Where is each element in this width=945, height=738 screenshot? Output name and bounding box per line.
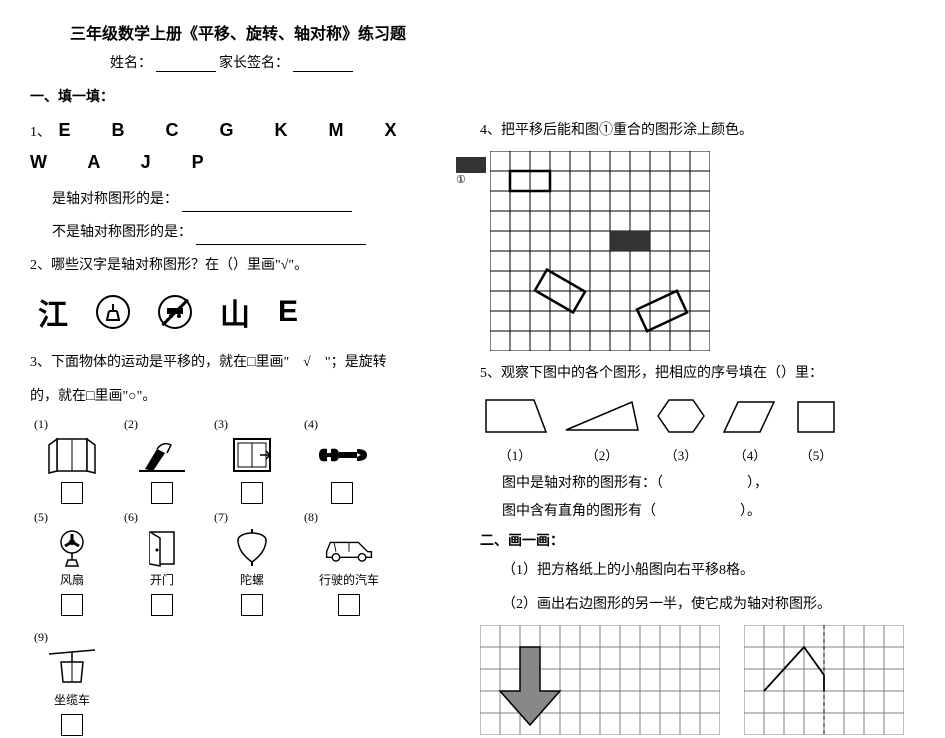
q3-box-7[interactable]	[241, 594, 263, 616]
section-1-heading: 一、填一填：	[30, 86, 460, 106]
q3-box-6[interactable]	[151, 594, 173, 616]
q3-item-6: (6) 开门	[124, 510, 200, 616]
q5-shape-2: （2）	[562, 394, 642, 464]
hanzi-jiang: 江	[38, 290, 68, 334]
q3-num-2: (2)	[124, 417, 138, 432]
sawing-icon	[134, 434, 190, 476]
symmetry-grid	[744, 625, 904, 735]
q3-box-9[interactable]	[61, 714, 83, 736]
q3-num-6: (6)	[124, 510, 138, 525]
q3-item-4: (4)	[304, 417, 380, 504]
q5-shape-5: （5）	[792, 394, 840, 464]
q4-ref-shape	[456, 157, 486, 173]
q5-shape-3: （3）	[654, 394, 708, 464]
q1-line-a: 是轴对称图形的是：	[30, 187, 460, 212]
q5-shape-4: （4）	[720, 394, 780, 464]
q3-item-8: (8) 行驶的汽车	[304, 510, 394, 616]
q3-num-5: (5)	[34, 510, 48, 525]
q3-num-4: (4)	[304, 417, 318, 432]
hanzi-shan: 山	[220, 290, 250, 334]
fan-icon	[44, 527, 100, 569]
q3-item-5: (5) 风扇	[34, 510, 110, 616]
q1-blank-b[interactable]	[196, 229, 366, 245]
q1-num: 1、	[30, 125, 51, 140]
q5-lbl-1: （1）	[480, 445, 550, 464]
spinning-top-icon	[224, 527, 280, 569]
q3-label-8: 行驶的汽车	[319, 571, 379, 588]
q3-label-5: 风扇	[60, 571, 84, 588]
q3-num-1: (1)	[34, 417, 48, 432]
q1-line-b: 不是轴对称图形的是：	[30, 220, 460, 245]
q3-text-a: 3、下面物体的运动是平移的，就在□里画" √ "；是旋转	[30, 350, 460, 375]
q3-num-9: (9)	[34, 630, 48, 645]
draw-grids	[480, 625, 910, 735]
q3-text-b: 的，就在□里画"○"。	[30, 384, 460, 409]
q2-items: 江 山 E	[30, 286, 460, 342]
q1: 1、 E B C G K M X W A J P	[30, 114, 460, 179]
q3-item-2: (2)	[124, 417, 200, 504]
draw-line-1: （1）把方格纸上的小船图向右平移8格。	[480, 558, 910, 583]
railway-icon	[96, 295, 130, 329]
q3-label-6: 开门	[150, 571, 174, 588]
q5-lbl-2: （2）	[562, 445, 642, 464]
parent-sign-blank[interactable]	[293, 56, 353, 72]
parent-sign-label: 家长签名：	[219, 56, 289, 71]
door-open-icon	[134, 527, 190, 569]
name-row: 姓名： 家长签名：	[30, 52, 460, 72]
boat-grid	[480, 625, 720, 735]
q5-lbl-5: （5）	[792, 445, 840, 464]
q3-item-3: (3)	[214, 417, 290, 504]
q3-num-7: (7)	[214, 510, 228, 525]
cable-car-icon	[44, 647, 100, 689]
doors-icon	[44, 434, 100, 476]
q3-box-3[interactable]	[241, 482, 263, 504]
q3-item-1: (1)	[34, 417, 110, 504]
q5-line-a: 图中是轴对称的图形有：（ ），	[502, 472, 910, 492]
q1-text-b: 不是轴对称图形的是：	[52, 225, 192, 240]
q4-figure: ①	[490, 151, 910, 351]
q3-box-2[interactable]	[151, 482, 173, 504]
q3-num-8: (8)	[304, 510, 318, 525]
name-label: 姓名：	[110, 56, 152, 71]
q5-shape-1: （1）	[480, 394, 550, 464]
wrench-icon	[314, 434, 370, 476]
q2-text: 2、哪些汉字是轴对称图形？在（）里画"√"。	[30, 253, 460, 278]
name-blank[interactable]	[156, 56, 216, 72]
q3-item-7: (7) 陀螺	[214, 510, 290, 616]
q5-lbl-4: （4）	[720, 445, 780, 464]
no-vehicle-icon	[158, 295, 192, 329]
q3-label-9: 坐缆车	[54, 691, 90, 708]
q3-box-4[interactable]	[331, 482, 353, 504]
q5-lbl-3: （3）	[654, 445, 708, 464]
q3-row-2: (5) 风扇 (6) 开门 (7) 陀螺	[34, 510, 460, 736]
section-2-heading: 二、画一画：	[480, 530, 910, 550]
q4-grid	[490, 151, 710, 351]
q3-box-5[interactable]	[61, 594, 83, 616]
q3-row-1: (1) (2) (3) (4)	[34, 417, 460, 504]
car-icon	[321, 527, 377, 569]
q3-num-3: (3)	[214, 417, 228, 432]
q3-box-8[interactable]	[338, 594, 360, 616]
q5-text: 5、观察下图中的各个图形，把相应的序号填在（）里：	[480, 361, 910, 386]
q1-letters: E B C G K M X W A J P	[30, 120, 415, 172]
q3-item-9: (9) 坐缆车	[34, 630, 110, 736]
letter-e: E	[278, 295, 298, 329]
q5-line-b: 图中含有直角的图形有（ ）。	[502, 500, 910, 520]
q1-text-a: 是轴对称图形的是：	[52, 192, 178, 207]
q4-circled-1: ①	[456, 173, 486, 186]
q5-shapes: （1） （2） （3） （4） （5）	[480, 394, 910, 464]
q3-box-1[interactable]	[61, 482, 83, 504]
draw-line-2: （2）画出右边图形的另一半，使它成为轴对称图形。	[480, 592, 910, 617]
window-icon	[224, 434, 280, 476]
q3-label-7: 陀螺	[240, 571, 264, 588]
worksheet-title: 三年级数学上册《平移、旋转、轴对称》练习题	[30, 20, 460, 44]
q4-text: 4、把平移后能和图①重合的图形涂上颜色。	[480, 118, 910, 143]
q1-blank-a[interactable]	[182, 196, 352, 212]
